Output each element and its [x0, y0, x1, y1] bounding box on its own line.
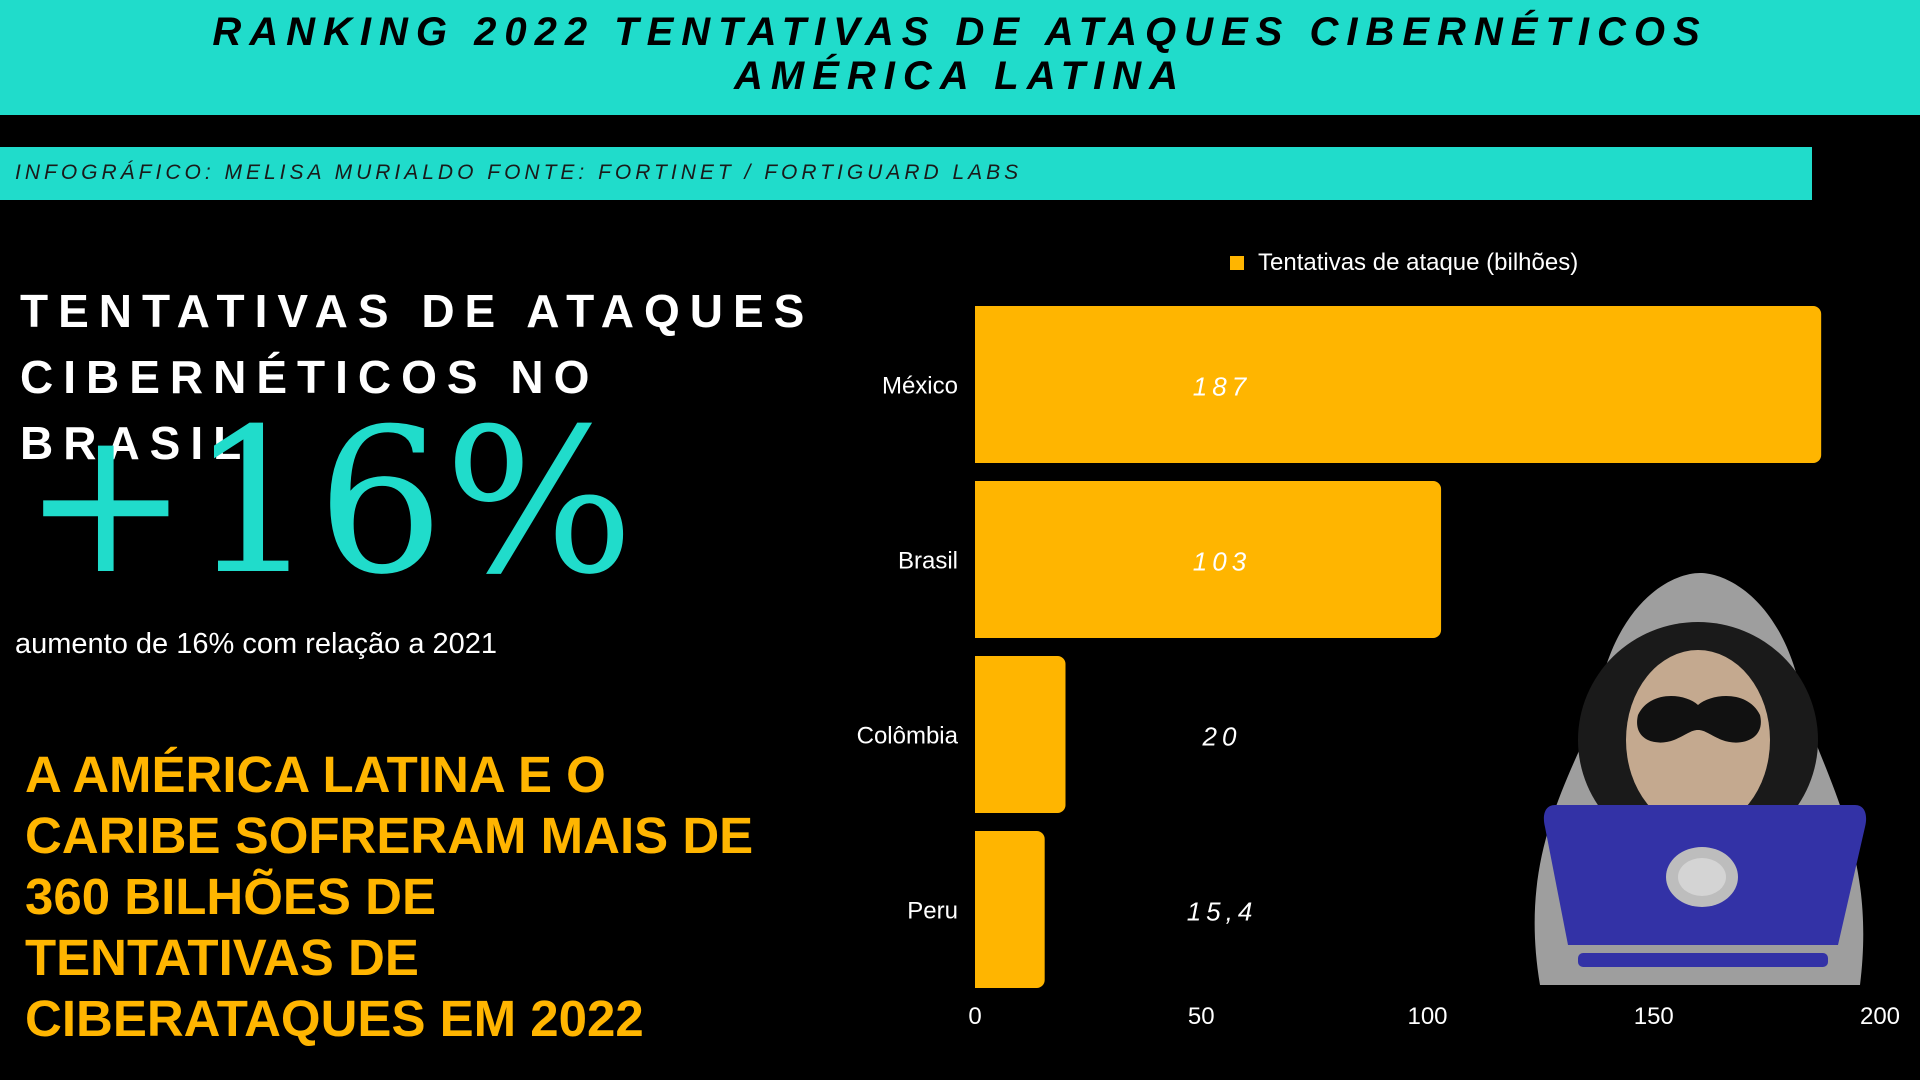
x-tick-label-0: 0	[968, 1003, 981, 1030]
bar-base-2	[975, 656, 985, 813]
credit-text: INFOGRÁFICO: MELISA MURIALDO FONTE: FORT…	[15, 161, 1023, 184]
x-tick-label-4: 200	[1860, 1003, 1900, 1030]
data-label-0: 187	[1193, 372, 1251, 402]
highlight-line-1: A AMÉRICA LATINA E O	[25, 746, 606, 803]
bar-3	[975, 831, 1045, 988]
bar-2	[975, 656, 1066, 813]
bar-base-0	[975, 306, 985, 463]
legend-label: Tentativas de ataque (bilhões)	[1258, 249, 1578, 276]
data-label-1: 103	[1193, 547, 1251, 577]
big-percent: +16%	[22, 386, 635, 619]
x-tick-label-1: 50	[1188, 1003, 1215, 1030]
laptop-base	[1578, 953, 1828, 967]
category-label-3: Peru	[907, 898, 958, 925]
highlight-text: A AMÉRICA LATINA E O CARIBE SOFRERAM MAI…	[25, 744, 875, 1049]
legend-swatch	[1230, 256, 1244, 270]
percent-caption: aumento de 16% com relação a 2021	[15, 628, 498, 660]
highlight-line-2: CARIBE SOFRERAM MAIS DE	[25, 807, 754, 864]
highlight-line-3: 360 BILHÕES DE	[25, 868, 436, 925]
brazil-heading: TENTATIVAS DE ATAQUES CIBERNÉTICOS NO BR…	[20, 278, 840, 476]
highlight-line-5: CIBERATAQUES EM 2022	[25, 990, 644, 1047]
bar-base-1	[975, 481, 985, 638]
title-band: RANKING 2022 TENTATIVAS DE ATAQUES CIBER…	[0, 0, 1920, 115]
bar-base-3	[975, 831, 985, 988]
x-tick-label-3: 150	[1634, 1003, 1674, 1030]
category-label-2: Colômbia	[857, 723, 959, 750]
category-label-0: México	[882, 373, 958, 400]
title-line-1: RANKING 2022 TENTATIVAS DE ATAQUES CIBER…	[212, 10, 1708, 54]
mask-shape	[1637, 695, 1761, 743]
credit-band: INFOGRÁFICO: MELISA MURIALDO FONTE: FORT…	[0, 147, 1812, 200]
hacker-laptop-illustration	[1534, 573, 1867, 985]
category-label-1: Brasil	[898, 548, 958, 575]
bar-1	[975, 481, 1442, 638]
bar-0	[975, 306, 1822, 463]
highlight-line-4: TENTATIVAS DE	[25, 929, 419, 986]
face-shape	[1626, 650, 1770, 830]
data-label-2: 20	[1202, 722, 1242, 752]
laptop-logo-inner	[1678, 858, 1726, 896]
x-tick-label-2: 100	[1407, 1003, 1447, 1030]
data-label-3: 15,4	[1187, 897, 1258, 927]
brazil-heading-line-2: CIBERNÉTICOS NO BRASIL	[20, 351, 600, 469]
brazil-heading-line-1: TENTATIVAS DE ATAQUES	[20, 285, 815, 337]
title-line-2: AMÉRICA LATINA	[734, 54, 1186, 98]
